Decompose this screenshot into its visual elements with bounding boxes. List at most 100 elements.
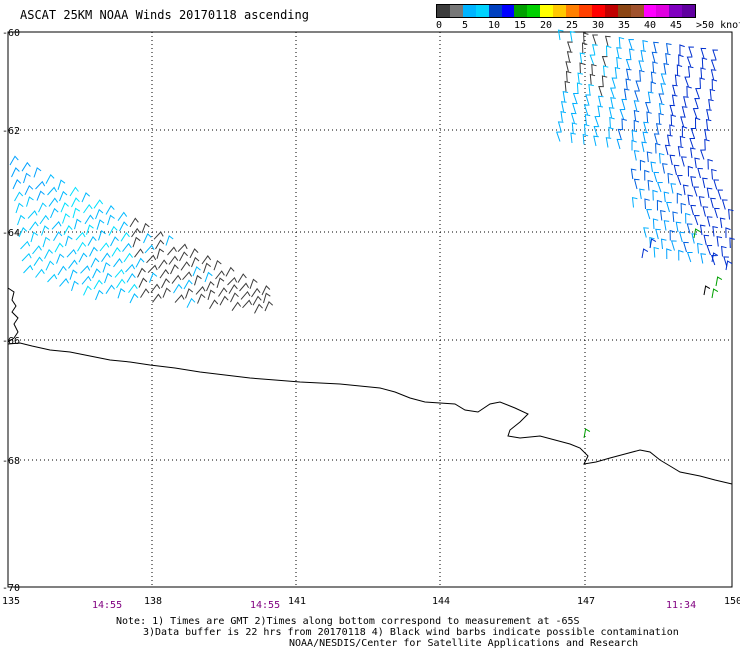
wind-barb (207, 289, 216, 301)
wind-barb (179, 251, 188, 262)
wind-barb (660, 83, 667, 94)
wind-barb (671, 94, 678, 106)
wind-barb (694, 97, 700, 109)
wind-barb (75, 231, 86, 241)
wind-barb (669, 229, 676, 241)
wind-barb (159, 269, 170, 279)
wind-barb (57, 179, 66, 190)
wind-barb (602, 65, 609, 77)
wind-barb (74, 218, 82, 230)
wind-barb (237, 273, 247, 283)
coastline-segment (7, 287, 19, 343)
wind-barb (209, 299, 219, 310)
wind-barb (680, 116, 686, 127)
lon-tick-label: 138 (144, 596, 162, 607)
wind-barb (570, 132, 576, 144)
wind-barb (219, 295, 229, 306)
legend-color-bar (436, 4, 696, 18)
wind-barb (240, 290, 251, 300)
wind-barb (651, 51, 658, 63)
wind-barb (680, 156, 687, 167)
wind-barb (621, 118, 627, 130)
wind-barb (30, 231, 39, 243)
wind-barb (108, 225, 118, 236)
legend-swatch (591, 5, 605, 17)
wind-barb (658, 152, 665, 164)
wind-barb (711, 288, 719, 299)
legend-swatch (488, 5, 502, 17)
wind-barb (581, 42, 588, 54)
legend-swatch (617, 5, 631, 17)
wind-barb (143, 233, 152, 244)
wind-barb (633, 100, 640, 111)
wind-barb (690, 176, 696, 187)
wind-barb (171, 274, 182, 284)
wind-barb (660, 238, 667, 250)
wind-barb (695, 88, 701, 99)
wind-barb (98, 229, 106, 241)
wind-barb (555, 131, 562, 142)
wind-barb (150, 283, 161, 293)
wind-barb (669, 154, 676, 166)
wind-barb (633, 150, 640, 161)
wind-barb (661, 163, 668, 174)
wind-barb (608, 107, 615, 118)
wind-barb (677, 145, 684, 157)
wind-barb (242, 299, 253, 309)
wind-barb (635, 80, 642, 91)
wind-barb (584, 113, 591, 125)
wind-barb (81, 275, 92, 285)
wind-barb (700, 47, 707, 59)
legend-swatch (630, 5, 644, 17)
wind-barb (173, 283, 183, 294)
wind-barb (122, 242, 132, 252)
wind-barb (92, 268, 101, 279)
wind-barb (71, 280, 79, 292)
wind-barb (690, 128, 697, 139)
wind-barb (725, 227, 731, 239)
wind-barb (647, 91, 654, 103)
wind-barb (147, 264, 158, 274)
wind-barb (633, 178, 640, 190)
wind-barb (646, 208, 652, 220)
wind-barb (572, 93, 579, 104)
wind-barb (583, 428, 591, 439)
wind-barb (251, 287, 261, 298)
wind-barb (707, 158, 713, 170)
legend-swatch (566, 5, 579, 17)
wind-barb (132, 236, 141, 248)
wind-barb (621, 98, 628, 110)
wind-barb (161, 278, 170, 289)
wind-barb (713, 179, 719, 190)
wind-barb (663, 220, 670, 231)
wind-barb (56, 253, 65, 264)
wind-barb (35, 180, 46, 190)
wind-barb (589, 54, 596, 65)
wind-barb (676, 64, 683, 76)
wind-barb (35, 268, 45, 278)
wind-barb (670, 240, 677, 251)
wind-barb (23, 172, 31, 184)
wind-barb (616, 138, 623, 150)
wind-barb (93, 279, 103, 290)
wind-barb (167, 246, 177, 256)
wind-barb (663, 62, 669, 74)
wind-barb (18, 227, 28, 238)
lon-tick-label: 141 (288, 596, 306, 607)
wind-barb (170, 264, 179, 275)
wind-barb (643, 227, 649, 238)
wind-barb (641, 248, 649, 259)
wind-barb (697, 242, 703, 254)
wind-barb (652, 61, 658, 73)
wind-barb (644, 169, 650, 181)
wind-barb (62, 213, 71, 224)
wind-barb (197, 293, 206, 304)
wind-barb (80, 265, 91, 274)
lat-tick-label: -70 (2, 583, 20, 594)
wind-barb (616, 47, 622, 58)
wind-barb (59, 190, 68, 202)
wind-barb (71, 197, 80, 208)
wind-barb (605, 45, 612, 57)
wind-barb (625, 68, 632, 80)
wind-barb (713, 207, 720, 219)
